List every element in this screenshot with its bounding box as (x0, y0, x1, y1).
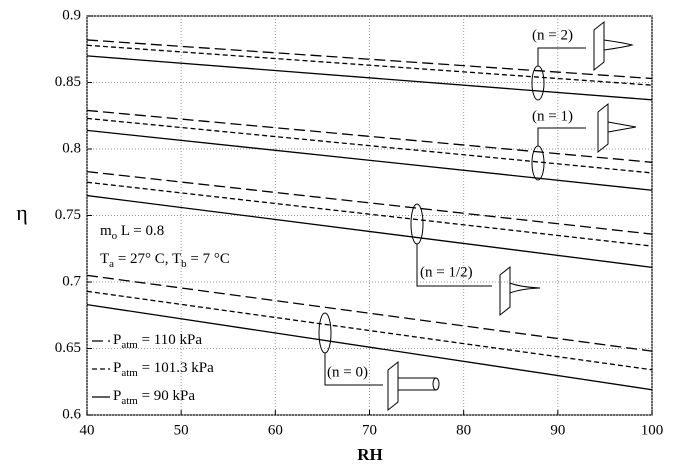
x-tick-label: 50 (174, 422, 189, 438)
legend-entry: Patm = 90 kPa (113, 388, 195, 406)
legend-subscript: atm (121, 367, 138, 379)
legend-symbol: P (113, 388, 121, 404)
group-arrow (537, 47, 586, 66)
series-line (86, 44, 653, 86)
group-label: (n = 0) (327, 364, 368, 380)
series-line (86, 181, 653, 247)
fin-icons (387, 20, 637, 412)
legend-text: = 90 kPa (138, 388, 196, 404)
group-ellipse (318, 312, 332, 354)
series-line (86, 109, 653, 163)
group-arrow (416, 244, 492, 287)
y-tick-label: 0.85 (55, 74, 81, 90)
x-tick-label: 40 (80, 422, 95, 438)
parameter-note: mo L = 0.8 (100, 223, 164, 241)
x-tick-label: 90 (550, 422, 565, 438)
note-text: = 7 °C (187, 251, 230, 267)
x-tick-label: 60 (268, 422, 283, 438)
subscript: b (181, 258, 187, 270)
group-label: (n = 1) (532, 108, 573, 124)
subscript: a (109, 258, 114, 270)
y-tick-label: 0.65 (55, 340, 81, 356)
series-line (86, 170, 653, 235)
group-label: (n = 2) (532, 27, 573, 43)
note-text: L = 0.8 (117, 223, 164, 239)
subscript: o (112, 230, 118, 242)
legend-entry: Patm = 101.3 kPa (113, 360, 214, 378)
x-tick-label: 100 (641, 422, 664, 438)
y-tick-label: 0.75 (55, 207, 81, 223)
series-line (86, 39, 653, 80)
series-line (86, 55, 653, 101)
legend-subscript: atm (121, 395, 138, 407)
group-label: (n = 1/2) (420, 264, 473, 280)
y-tick-label: 0.8 (62, 140, 81, 156)
series-line (86, 129, 653, 191)
x-axis-label: RH (357, 445, 383, 464)
y-tick-label: 0.7 (62, 273, 81, 289)
series-line (86, 117, 653, 174)
note-text: m (100, 223, 112, 239)
x-tick-label: 80 (456, 422, 471, 438)
x-tick-label: 70 (362, 422, 377, 438)
legend-symbol: P (113, 332, 121, 348)
legend-text: = 110 kPa (138, 332, 202, 348)
group-arrow (537, 127, 586, 146)
series-line (86, 194, 653, 269)
legend-entry: Patm = 110 kPa (113, 332, 202, 350)
group-arrow (324, 353, 383, 386)
y-tick-label: 0.9 (62, 7, 81, 23)
legend-symbol: P (113, 360, 121, 376)
group-ellipse (531, 145, 545, 181)
series-line (86, 303, 653, 391)
legend-subscript: atm (121, 339, 138, 351)
y-axis-label: η (16, 200, 28, 225)
parameter-note: Ta = 27° C, Tb = 7 °C (100, 251, 230, 269)
y-tick-label: 0.6 (62, 406, 81, 422)
note-text: = 27° C, T (114, 251, 181, 267)
series-line (86, 290, 653, 371)
legend-text: = 101.3 kPa (138, 360, 214, 376)
note-text: T (100, 251, 109, 267)
